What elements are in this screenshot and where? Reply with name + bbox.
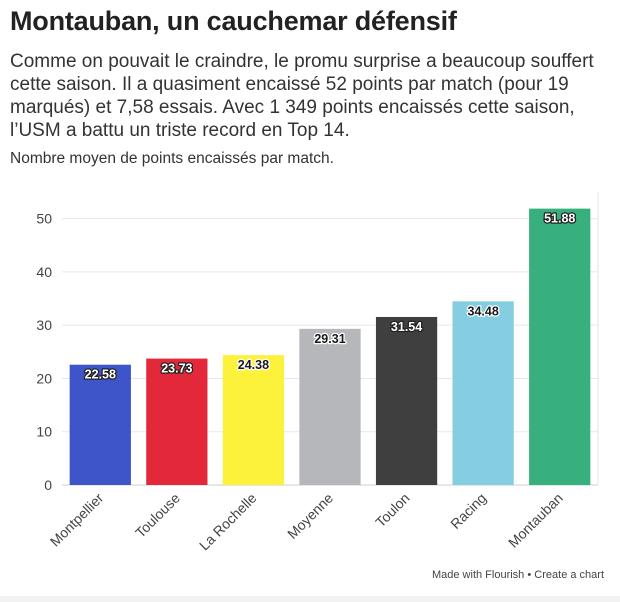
x-tick-label: La Rochelle	[196, 490, 260, 554]
x-tick-label: Toulouse	[132, 490, 183, 541]
bar-la-rochelle	[222, 355, 285, 485]
chart-title: Montauban, un cauchemar défensif	[10, 6, 457, 36]
data-label: 31.54	[391, 320, 422, 334]
y-tick-label: 20	[36, 370, 52, 386]
bar-moyenne	[299, 328, 361, 485]
bars	[69, 208, 591, 485]
y-tick-label: 40	[36, 264, 52, 280]
footer-separator: •	[527, 569, 532, 581]
bottom-bar	[0, 596, 620, 602]
chart-note: Nombre moyen de points encaissés par mat…	[10, 150, 334, 167]
data-label: 29.31	[314, 332, 345, 346]
bar-toulouse	[146, 358, 208, 485]
data-label: 22.58	[85, 368, 116, 382]
bar-racing	[452, 301, 514, 485]
y-tick-label: 0	[44, 477, 52, 493]
x-tick-label: Moyenne	[284, 490, 336, 542]
x-tick-label: Racing	[447, 490, 489, 532]
data-label: 24.38	[238, 358, 269, 372]
data-label: 34.48	[468, 304, 499, 318]
y-tick-label: 30	[36, 317, 52, 333]
data-label: 51.88	[544, 212, 575, 226]
bar-montpellier	[69, 364, 131, 485]
flourish-footer: Made with Flourish • Create a chart	[432, 569, 604, 581]
made-with-flourish-link[interactable]: Made with Flourish	[431, 569, 525, 581]
create-chart-link[interactable]: Create a chart	[534, 569, 604, 581]
bar-montauban	[529, 208, 591, 485]
bar-toulon	[375, 316, 438, 485]
x-tick-label: Montpellier	[47, 490, 107, 550]
x-tick-label: Montauban	[505, 490, 566, 551]
data-labels: 22.58 23.73 24.38 29.31 31.54 34.48 51.88	[83, 210, 576, 383]
y-axis-ticks: 0 10 20 30 40 50	[36, 211, 52, 493]
y-tick-label: 10	[36, 424, 52, 440]
chart-subtitle: Comme on pouvait le craindre, le promu s…	[10, 51, 594, 141]
x-tick-label: Toulon	[372, 490, 412, 530]
y-tick-label: 50	[36, 211, 52, 227]
data-label: 23.73	[161, 362, 192, 376]
bar-chart: 0 10 20 30 40 50 22.58 23.73 24.38 29.31 31.54 34.…	[36, 192, 599, 554]
x-axis-ticks: Montpellier Toulouse La Rochelle Moyenne Tou…	[47, 490, 566, 554]
